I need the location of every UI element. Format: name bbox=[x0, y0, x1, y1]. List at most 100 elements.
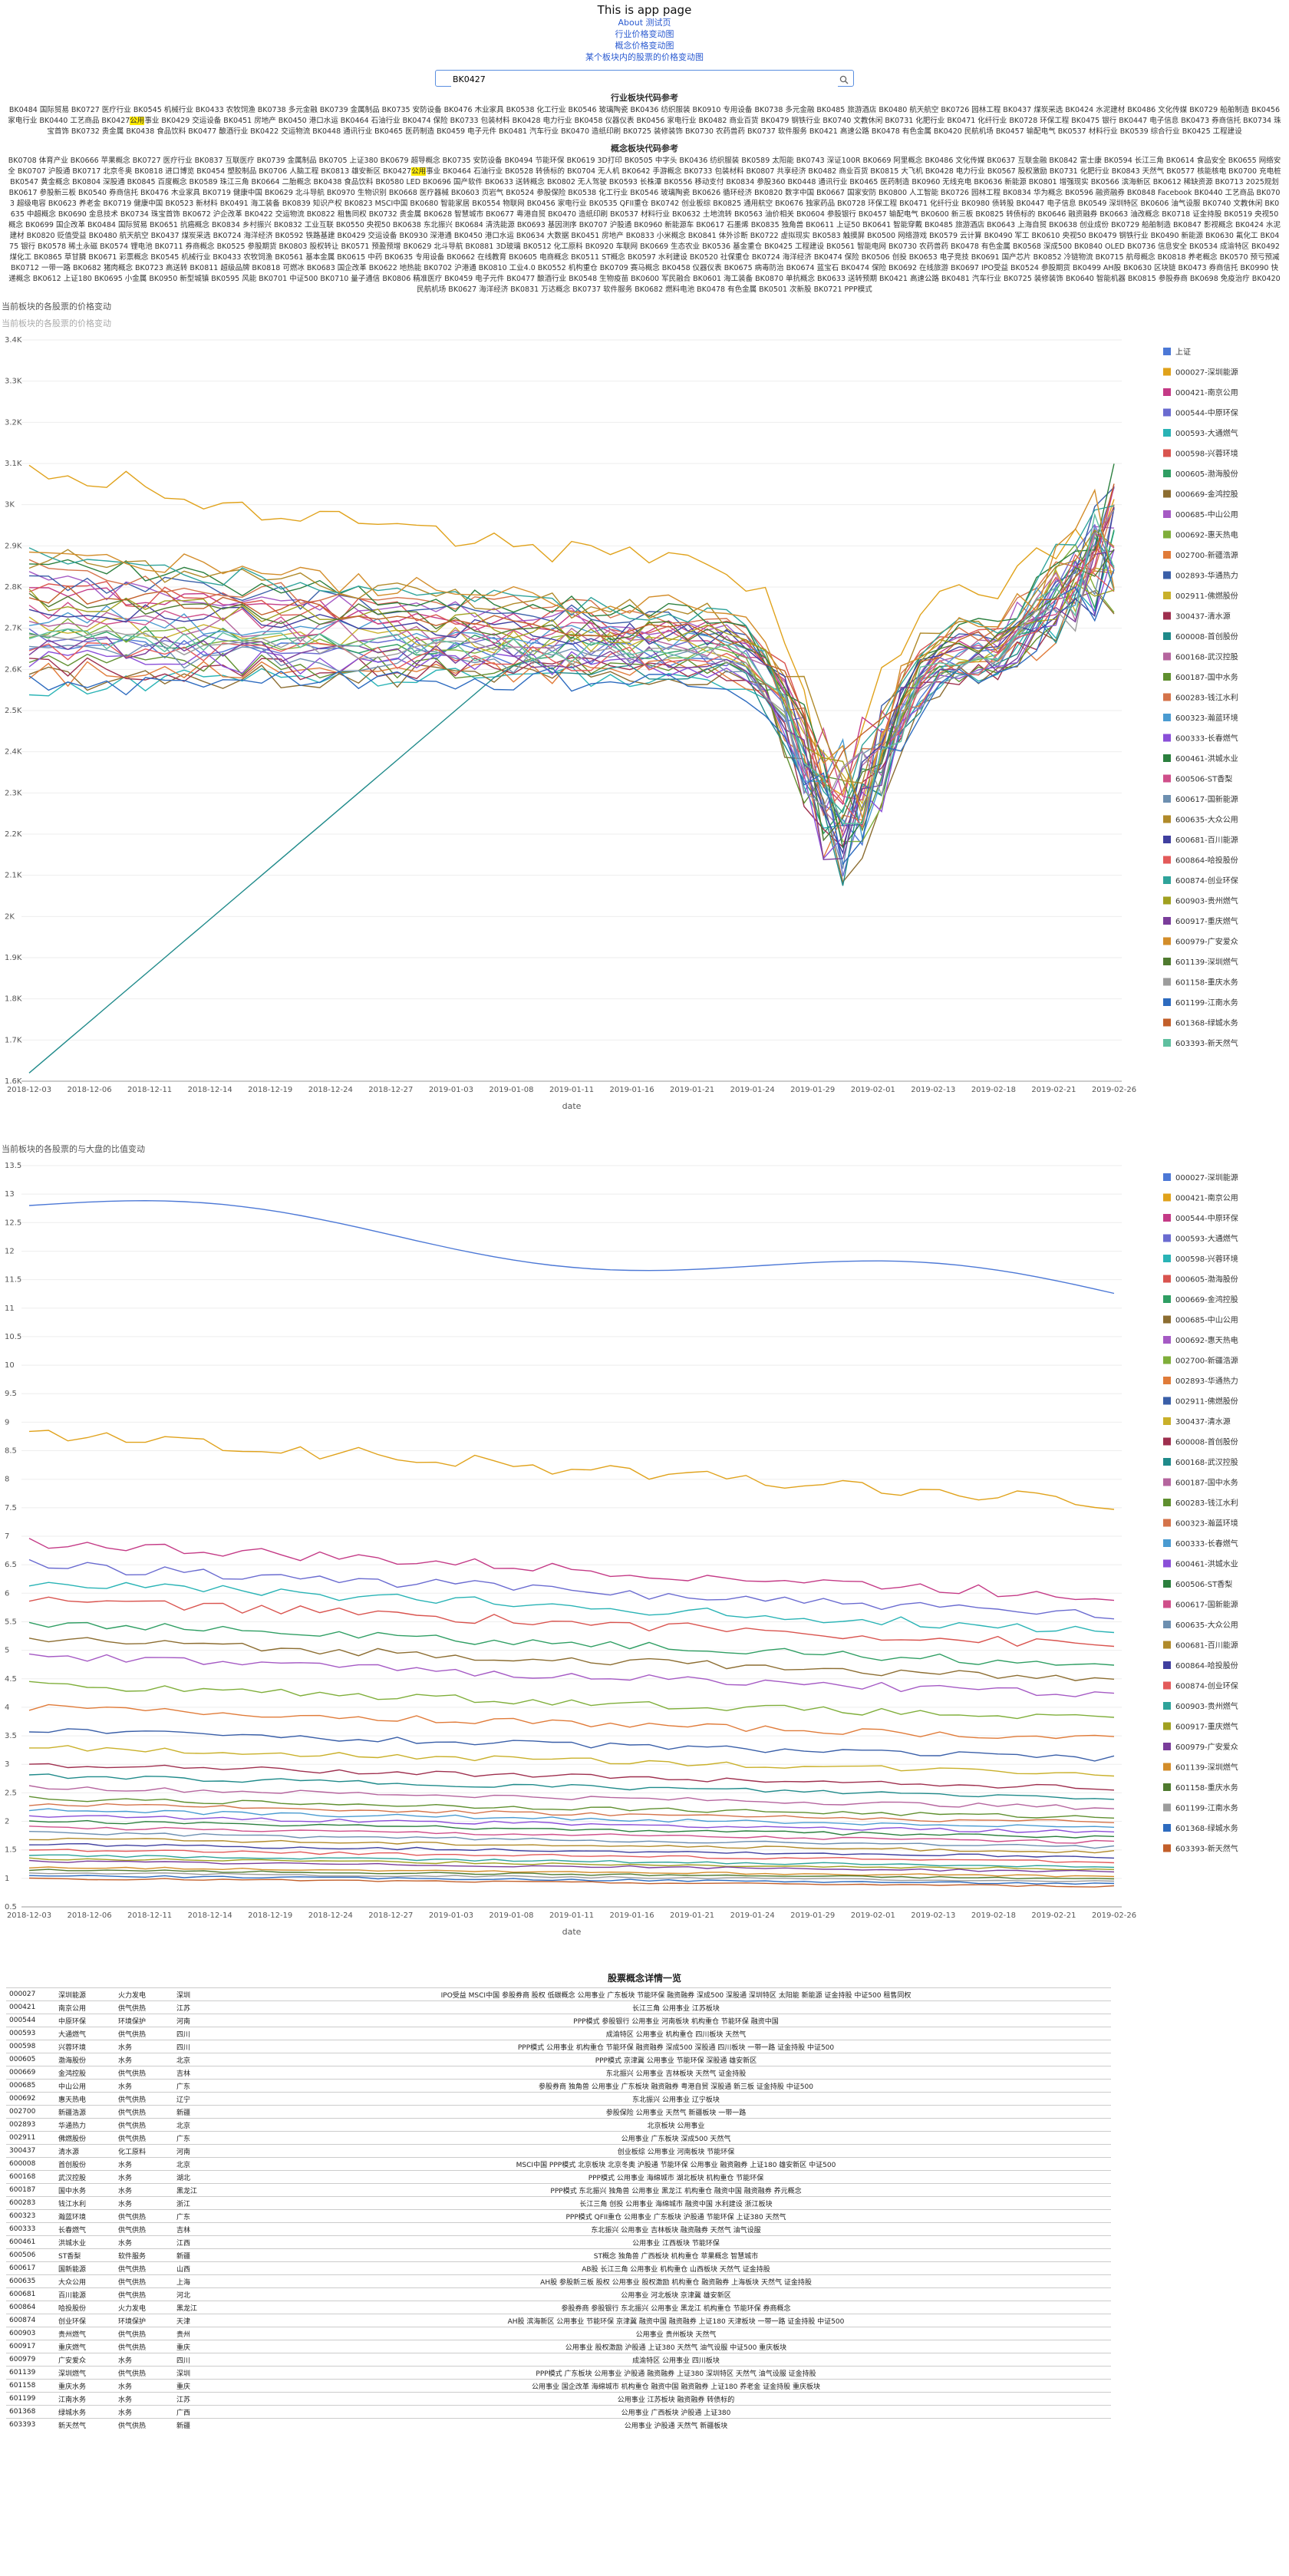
legend-label[interactable]: 603393-新天然气 bbox=[1175, 1038, 1238, 1048]
series-line bbox=[28, 1866, 1115, 1878]
legend-label[interactable]: 600283-钱江水利 bbox=[1175, 693, 1238, 703]
nav-link-concept[interactable]: 概念价格变动图 bbox=[615, 41, 674, 51]
legend-label[interactable]: 600461-洪城水业 bbox=[1175, 1560, 1238, 1569]
legend-label[interactable]: 601368-绿城水务 bbox=[1175, 1823, 1238, 1833]
stock-region: 江苏 bbox=[173, 2392, 241, 2406]
series-line bbox=[28, 543, 1115, 843]
stock-code: 600283 bbox=[6, 2196, 55, 2210]
legend-label[interactable]: 600168-武汉控股 bbox=[1175, 652, 1238, 662]
x-tick-label: 2019-01-11 bbox=[549, 1086, 594, 1094]
legend-label[interactable]: 000593-大通燃气 bbox=[1175, 1234, 1238, 1244]
legend-label[interactable]: 000593-大通燃气 bbox=[1175, 428, 1238, 438]
legend-label[interactable]: 600864-哈投股份 bbox=[1175, 856, 1238, 866]
legend-label[interactable]: 603393-新天然气 bbox=[1175, 1844, 1238, 1854]
legend-label[interactable]: 002911-佛燃股份 bbox=[1175, 591, 1238, 601]
legend-label[interactable]: 000027-深圳能源 bbox=[1175, 1173, 1238, 1182]
legend-swatch bbox=[1163, 592, 1171, 599]
legend-label[interactable]: 600903-贵州燃气 bbox=[1175, 1701, 1238, 1711]
legend-label[interactable]: 600979-广安爱众 bbox=[1175, 937, 1238, 947]
legend-label[interactable]: 600187-国中水务 bbox=[1175, 1478, 1238, 1488]
nav-link-about[interactable]: About 测试页 bbox=[618, 18, 671, 28]
search-input[interactable] bbox=[451, 71, 838, 87]
legend-label[interactable]: 300437-清水源 bbox=[1175, 1417, 1231, 1427]
legend-label[interactable]: 600333-长春燃气 bbox=[1175, 734, 1238, 744]
table-row: 600506 ST香梨 软件服务 新疆 ST概念 独角兽 广西板块 机构重仓 苹果概念 … bbox=[6, 2248, 1111, 2262]
legend-label[interactable]: 600168-武汉控股 bbox=[1175, 1457, 1238, 1467]
legend-label[interactable]: 600635-大众公用 bbox=[1175, 1620, 1238, 1630]
legend-label[interactable]: 600874-创业环保 bbox=[1175, 1681, 1238, 1691]
legend-label[interactable]: 600617-国新能源 bbox=[1175, 1600, 1238, 1610]
stock-name: 瀚蓝环境 bbox=[55, 2209, 115, 2223]
legend-label[interactable]: 601368-绿城水务 bbox=[1175, 1018, 1238, 1028]
legend-label[interactable]: 600461-洪城水业 bbox=[1175, 754, 1238, 764]
series-line bbox=[28, 483, 1115, 789]
legend-label[interactable]: 002700-新疆浩源 bbox=[1175, 550, 1238, 560]
legend-label[interactable]: 601139-深圳燃气 bbox=[1175, 957, 1238, 967]
legend-label[interactable]: 600917-重庆燃气 bbox=[1175, 1722, 1238, 1732]
stock-name: 中山公用 bbox=[55, 2079, 115, 2093]
legend-label[interactable]: 600008-首创股份 bbox=[1175, 1437, 1238, 1447]
legend-label[interactable]: 000544-中原环保 bbox=[1175, 408, 1238, 418]
stock-concepts: 公用事业 江苏板块 融资融券 转债标的 bbox=[241, 2392, 1111, 2406]
legend-label[interactable]: 002893-华通热力 bbox=[1175, 571, 1238, 581]
legend-label[interactable]: 上证 bbox=[1175, 348, 1191, 357]
legend-label[interactable]: 000605-渤海股份 bbox=[1175, 1275, 1238, 1285]
nav-link-industry[interactable]: 行业价格变动图 bbox=[615, 29, 674, 39]
stock-name: 南京公用 bbox=[55, 2000, 115, 2014]
legend-label[interactable]: 601199-江南水务 bbox=[1175, 1803, 1238, 1813]
legend-label[interactable]: 600008-首创股份 bbox=[1175, 632, 1238, 642]
legend-label[interactable]: 000598-兴蓉环境 bbox=[1175, 449, 1238, 459]
legend-swatch bbox=[1163, 1519, 1171, 1527]
legend-label[interactable]: 600506-ST香梨 bbox=[1175, 774, 1232, 784]
legend-label[interactable]: 002700-新疆浩源 bbox=[1175, 1356, 1238, 1366]
legend-label[interactable]: 600864-哈投股份 bbox=[1175, 1661, 1238, 1671]
legend-swatch bbox=[1163, 388, 1171, 396]
stock-industry: 水务 bbox=[115, 2392, 173, 2406]
legend-label[interactable]: 600187-国中水务 bbox=[1175, 672, 1238, 682]
legend-label[interactable]: 000598-兴蓉环境 bbox=[1175, 1254, 1238, 1264]
series-line bbox=[28, 1803, 1115, 1823]
legend-label[interactable]: 600617-国新能源 bbox=[1175, 794, 1238, 804]
legend-label[interactable]: 000605-渤海股份 bbox=[1175, 469, 1238, 479]
stock-region: 重庆 bbox=[173, 2340, 241, 2353]
legend-label[interactable]: 000669-金鸿控股 bbox=[1175, 1295, 1238, 1304]
legend-label[interactable]: 002893-华通热力 bbox=[1175, 1376, 1238, 1386]
legend-label[interactable]: 000685-中山公用 bbox=[1175, 510, 1238, 519]
legend-label[interactable]: 000669-金鸿控股 bbox=[1175, 490, 1238, 500]
search-icon[interactable] bbox=[839, 73, 849, 87]
legend-label[interactable]: 600681-百川能源 bbox=[1175, 1641, 1238, 1651]
legend-label[interactable]: 600874-创业环保 bbox=[1175, 876, 1238, 886]
x-tick-label: 2019-01-08 bbox=[489, 1911, 533, 1920]
legend-label[interactable]: 601199-江南水务 bbox=[1175, 998, 1238, 1008]
legend-label[interactable]: 600283-钱江水利 bbox=[1175, 1498, 1238, 1508]
legend-label[interactable]: 600917-重庆燃气 bbox=[1175, 916, 1238, 926]
legend-label[interactable]: 000692-惠天热电 bbox=[1175, 1335, 1238, 1345]
legend-label[interactable]: 600506-ST香梨 bbox=[1175, 1579, 1232, 1589]
legend-label[interactable]: 000421-南京公用 bbox=[1175, 1193, 1238, 1203]
legend-label[interactable]: 600635-大众公用 bbox=[1175, 815, 1238, 825]
legend-label[interactable]: 600333-长春燃气 bbox=[1175, 1539, 1238, 1549]
stock-concepts: 参股券商 独角兽 公用事业 广东板块 融资融券 粤港自贸 深股通 新三板 证金持… bbox=[241, 2079, 1111, 2093]
stock-name: 百川能源 bbox=[55, 2287, 115, 2301]
legend-label[interactable]: 600903-贵州燃气 bbox=[1175, 896, 1238, 906]
legend-label[interactable]: 601158-重庆水务 bbox=[1175, 1783, 1238, 1793]
legend-label[interactable]: 000544-中原环保 bbox=[1175, 1213, 1238, 1223]
legend-label[interactable]: 000421-南京公用 bbox=[1175, 388, 1238, 397]
legend-label[interactable]: 601158-重庆水务 bbox=[1175, 978, 1238, 988]
nav-link-sector-stocks[interactable]: 某个板块内的股票的价格变动图 bbox=[585, 52, 704, 62]
stock-region: 辽宁 bbox=[173, 2092, 241, 2106]
legend-label[interactable]: 000027-深圳能源 bbox=[1175, 368, 1238, 378]
legend-label[interactable]: 000692-惠天热电 bbox=[1175, 530, 1238, 540]
legend-label[interactable]: 300437-清水源 bbox=[1175, 612, 1231, 622]
legend-swatch bbox=[1163, 1336, 1171, 1344]
legend-label[interactable]: 600323-瀚蓝环境 bbox=[1175, 713, 1238, 723]
legend-label[interactable]: 600323-瀚蓝环境 bbox=[1175, 1519, 1238, 1529]
stock-concepts: 公用事业 国企改革 海绵城市 机构重仓 融资中国 融资融券 上证180 养老金 … bbox=[241, 2379, 1111, 2393]
legend-label[interactable]: 601139-深圳燃气 bbox=[1175, 1763, 1238, 1773]
legend-label[interactable]: 600979-广安爱众 bbox=[1175, 1742, 1238, 1752]
legend-label[interactable]: 600681-百川能源 bbox=[1175, 835, 1238, 845]
legend-label[interactable]: 000685-中山公用 bbox=[1175, 1315, 1238, 1325]
x-tick-label: 2019-01-16 bbox=[609, 1086, 654, 1094]
legend-label[interactable]: 002911-佛燃股份 bbox=[1175, 1397, 1238, 1407]
industry-codes-list: BK0484 国际贸易 BK0727 医疗行业 BK0545 机械行业 BK04… bbox=[0, 105, 1289, 137]
